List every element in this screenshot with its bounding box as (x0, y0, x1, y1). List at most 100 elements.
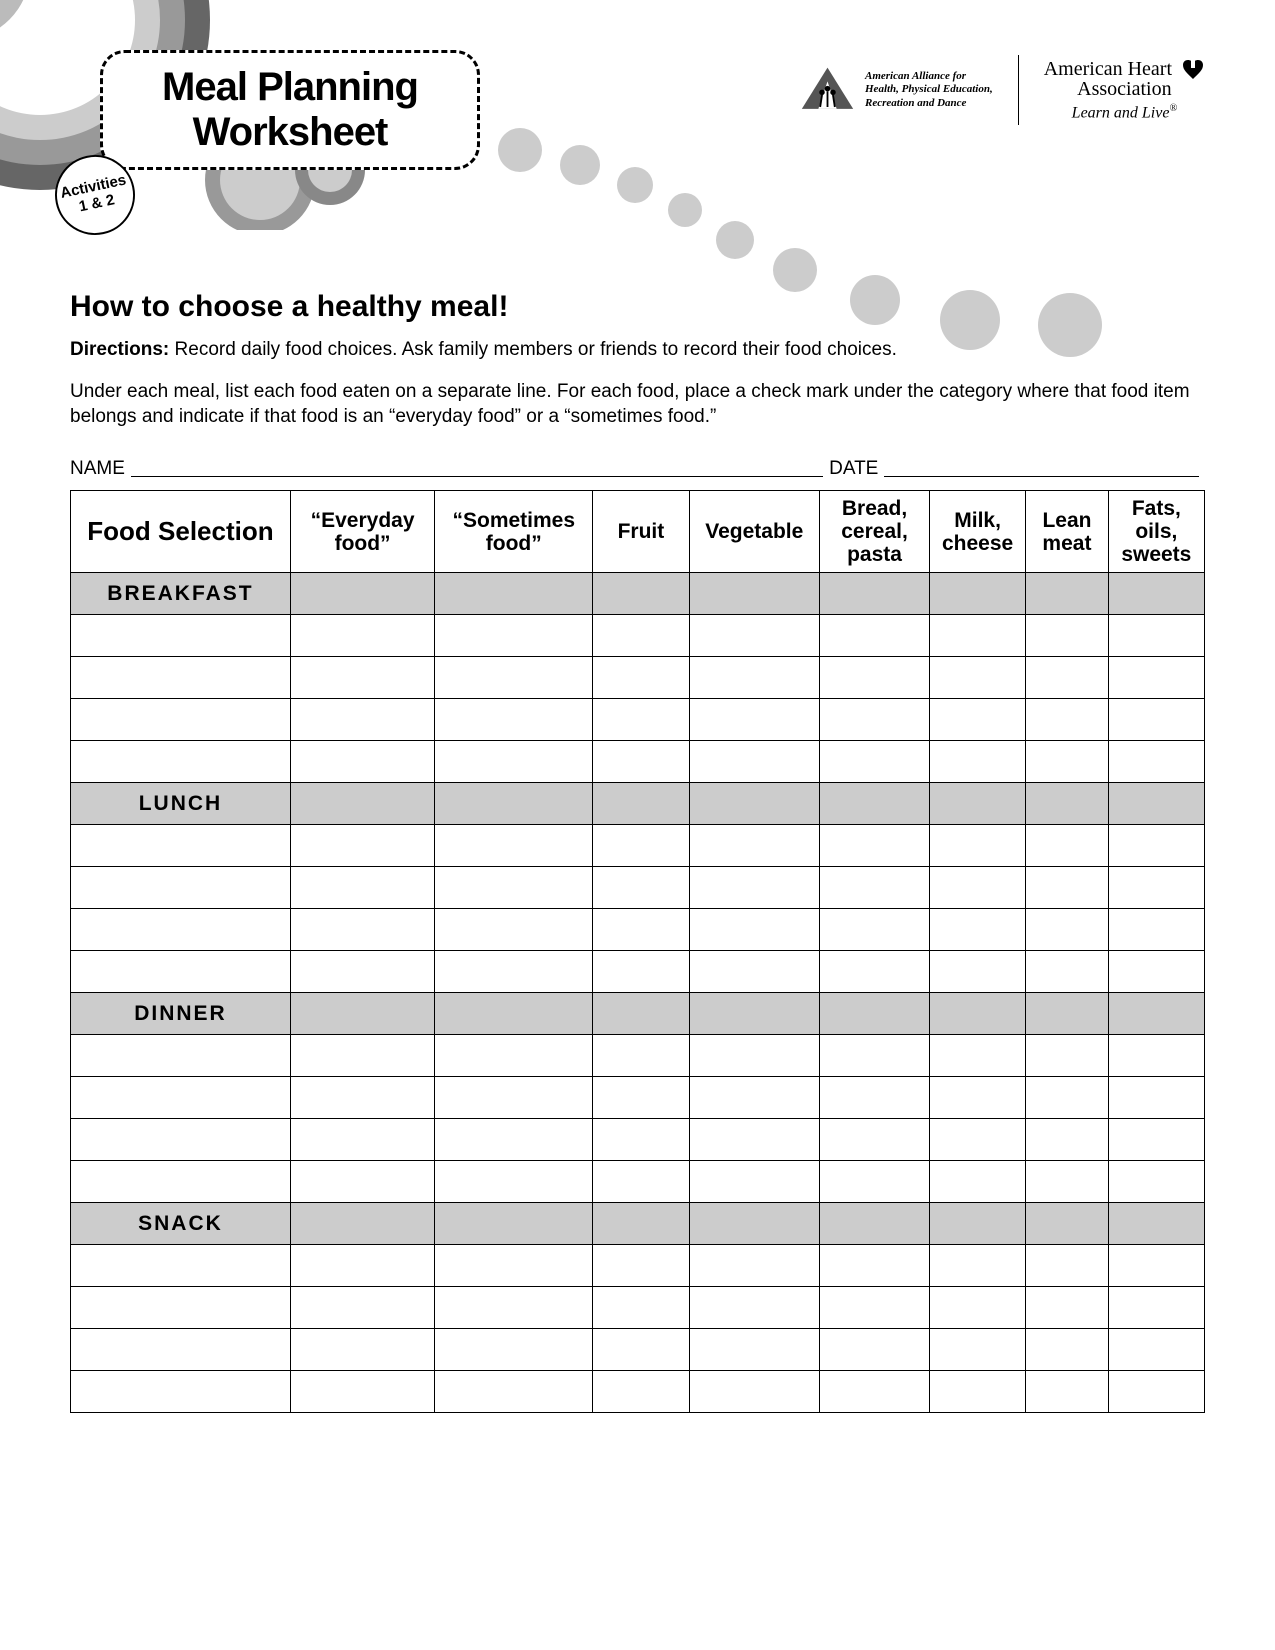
table-cell[interactable] (593, 825, 689, 867)
table-cell[interactable] (689, 615, 820, 657)
table-cell[interactable] (593, 951, 689, 993)
table-cell[interactable] (435, 699, 593, 741)
table-cell[interactable] (71, 1035, 291, 1077)
table-cell[interactable] (930, 1245, 1026, 1287)
table-cell[interactable] (820, 1161, 930, 1203)
table-cell[interactable] (290, 867, 434, 909)
table-cell[interactable] (435, 867, 593, 909)
table-cell[interactable] (71, 657, 291, 699)
table-cell[interactable] (930, 1119, 1026, 1161)
table-cell[interactable] (689, 867, 820, 909)
table-cell[interactable] (1026, 1329, 1108, 1371)
table-cell[interactable] (290, 657, 434, 699)
table-cell[interactable] (435, 1161, 593, 1203)
table-cell[interactable] (930, 909, 1026, 951)
table-cell[interactable] (689, 741, 820, 783)
table-cell[interactable] (1108, 699, 1204, 741)
table-cell[interactable] (930, 1371, 1026, 1413)
table-cell[interactable] (1026, 1119, 1108, 1161)
table-cell[interactable] (820, 1245, 930, 1287)
table-cell[interactable] (290, 615, 434, 657)
table-cell[interactable] (290, 1245, 434, 1287)
table-cell[interactable] (1026, 909, 1108, 951)
table-cell[interactable] (689, 1161, 820, 1203)
table-cell[interactable] (689, 1119, 820, 1161)
table-cell[interactable] (930, 1329, 1026, 1371)
table-cell[interactable] (820, 699, 930, 741)
table-cell[interactable] (593, 909, 689, 951)
table-cell[interactable] (1026, 825, 1108, 867)
table-cell[interactable] (820, 1287, 930, 1329)
table-cell[interactable] (820, 1329, 930, 1371)
table-cell[interactable] (71, 1287, 291, 1329)
table-cell[interactable] (71, 1077, 291, 1119)
name-blank[interactable] (131, 458, 823, 477)
table-cell[interactable] (71, 699, 291, 741)
table-cell[interactable] (1026, 741, 1108, 783)
table-cell[interactable] (689, 1287, 820, 1329)
table-cell[interactable] (820, 909, 930, 951)
table-cell[interactable] (1026, 951, 1108, 993)
table-cell[interactable] (1108, 1119, 1204, 1161)
table-cell[interactable] (1026, 699, 1108, 741)
table-cell[interactable] (71, 1161, 291, 1203)
table-cell[interactable] (435, 909, 593, 951)
table-cell[interactable] (435, 1371, 593, 1413)
table-cell[interactable] (820, 657, 930, 699)
table-cell[interactable] (71, 1119, 291, 1161)
table-cell[interactable] (593, 1035, 689, 1077)
table-cell[interactable] (820, 741, 930, 783)
table-cell[interactable] (1026, 1371, 1108, 1413)
table-cell[interactable] (1108, 1077, 1204, 1119)
table-cell[interactable] (1026, 867, 1108, 909)
table-cell[interactable] (435, 951, 593, 993)
table-cell[interactable] (435, 741, 593, 783)
table-cell[interactable] (1026, 1287, 1108, 1329)
table-cell[interactable] (1108, 1287, 1204, 1329)
table-cell[interactable] (71, 1329, 291, 1371)
table-cell[interactable] (1026, 1035, 1108, 1077)
table-cell[interactable] (689, 909, 820, 951)
table-cell[interactable] (1108, 1161, 1204, 1203)
table-cell[interactable] (290, 1119, 434, 1161)
table-cell[interactable] (930, 951, 1026, 993)
table-cell[interactable] (689, 1077, 820, 1119)
table-cell[interactable] (435, 1329, 593, 1371)
table-cell[interactable] (593, 867, 689, 909)
table-cell[interactable] (1026, 1161, 1108, 1203)
table-cell[interactable] (435, 657, 593, 699)
table-cell[interactable] (689, 1329, 820, 1371)
table-cell[interactable] (820, 1371, 930, 1413)
table-cell[interactable] (689, 951, 820, 993)
table-cell[interactable] (593, 741, 689, 783)
table-cell[interactable] (71, 825, 291, 867)
table-cell[interactable] (290, 741, 434, 783)
table-cell[interactable] (435, 1035, 593, 1077)
table-cell[interactable] (290, 909, 434, 951)
table-cell[interactable] (930, 1287, 1026, 1329)
table-cell[interactable] (71, 909, 291, 951)
table-cell[interactable] (290, 699, 434, 741)
table-cell[interactable] (290, 1035, 434, 1077)
table-cell[interactable] (71, 1371, 291, 1413)
table-cell[interactable] (71, 867, 291, 909)
table-cell[interactable] (930, 867, 1026, 909)
table-cell[interactable] (290, 1161, 434, 1203)
table-cell[interactable] (593, 1371, 689, 1413)
table-cell[interactable] (820, 825, 930, 867)
table-cell[interactable] (1026, 1245, 1108, 1287)
table-cell[interactable] (290, 1329, 434, 1371)
table-cell[interactable] (1108, 825, 1204, 867)
table-cell[interactable] (1026, 1077, 1108, 1119)
table-cell[interactable] (820, 615, 930, 657)
table-cell[interactable] (1108, 1245, 1204, 1287)
table-cell[interactable] (290, 951, 434, 993)
table-cell[interactable] (820, 1077, 930, 1119)
table-cell[interactable] (290, 1371, 434, 1413)
table-cell[interactable] (435, 1287, 593, 1329)
table-cell[interactable] (593, 1161, 689, 1203)
table-cell[interactable] (435, 825, 593, 867)
table-cell[interactable] (435, 1119, 593, 1161)
table-cell[interactable] (1108, 741, 1204, 783)
table-cell[interactable] (820, 1119, 930, 1161)
